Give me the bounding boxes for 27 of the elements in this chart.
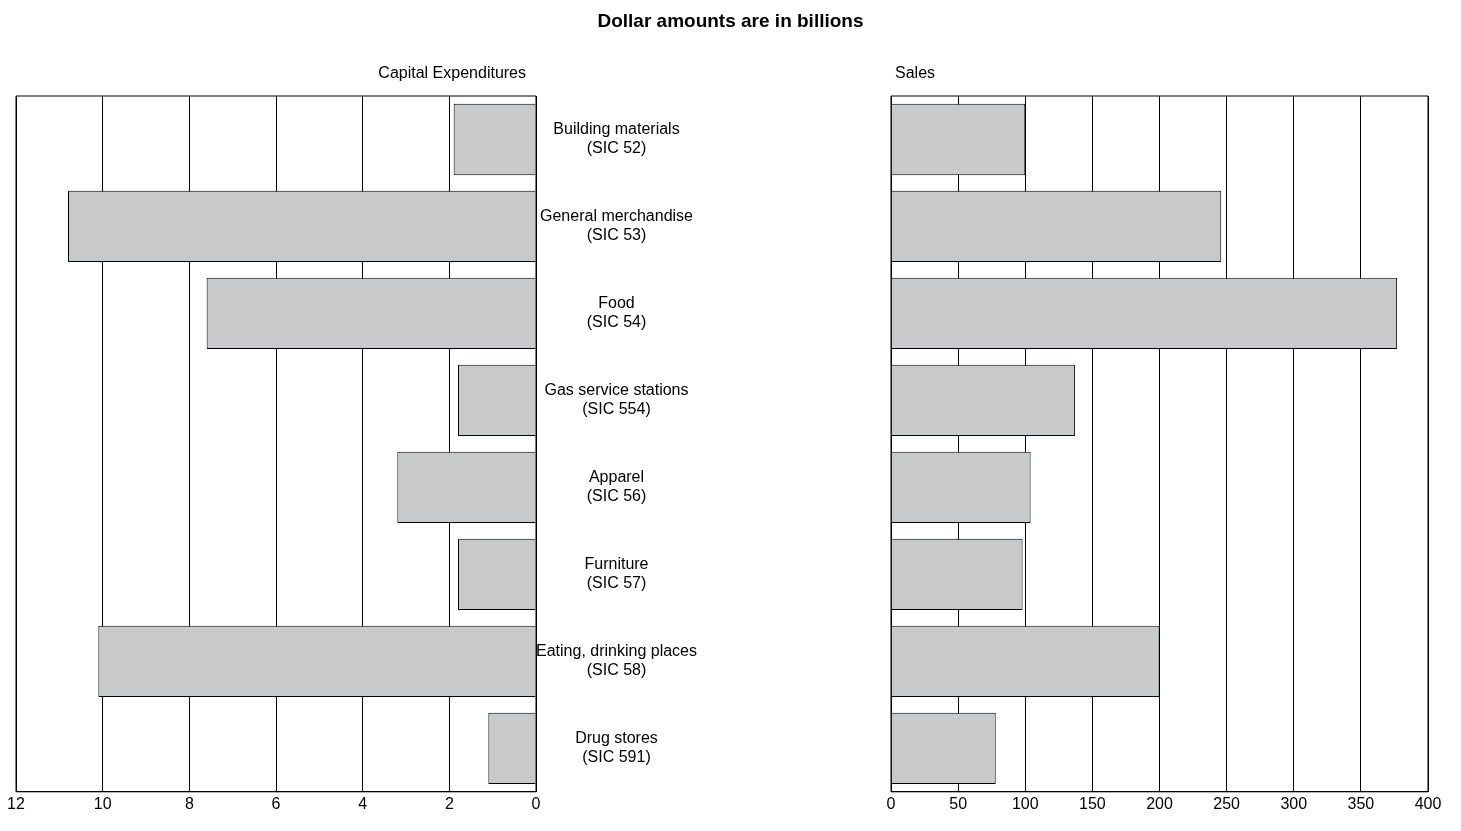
x-tick-label: 2 (444, 794, 454, 812)
chart-subtitle: Capital Expenditures (378, 64, 526, 82)
x-tick-label: 300 (1280, 794, 1308, 812)
x-tick-label: 150 (1079, 794, 1106, 812)
x-tick-label: 50 (949, 794, 968, 812)
x-tick-label: 400 (1414, 794, 1442, 812)
y-tick-label: Building materials (SIC 52) (553, 120, 680, 157)
text: Dollar amounts are in billions (596, 10, 865, 32)
y-tick-label: Furniture (SIC 57) (584, 555, 649, 592)
x-tick-label: 4 (358, 794, 368, 812)
x-tick-label: 100 (1011, 794, 1039, 812)
chart-title: Sales (895, 64, 936, 82)
x-tick-label: 0 (886, 794, 896, 812)
x-tick-label: 0 (531, 794, 541, 812)
x-tick-label: 8 (184, 794, 194, 812)
y-tick-label: Gas service stations (SIC 554) (544, 381, 689, 418)
x-tick-label: 350 (1347, 794, 1375, 812)
y-tick-label: Apparel (SIC 56) (586, 468, 647, 505)
x-tick-label: 12 (7, 794, 25, 812)
x-tick-label: 200 (1146, 794, 1173, 812)
y-tick-label: General merchandise (SIC 53) (540, 207, 694, 244)
y-tick-label: Eating, drinking places (SIC 58) (536, 642, 697, 679)
y-tick-label: Food (SIC 54) (586, 294, 647, 331)
x-tick-label: 10 (93, 794, 112, 812)
y-tick-label: Drug stores (SIC 591) (575, 729, 658, 766)
x-tick-label: 250 (1213, 794, 1241, 812)
x-tick-label: 6 (271, 794, 281, 812)
